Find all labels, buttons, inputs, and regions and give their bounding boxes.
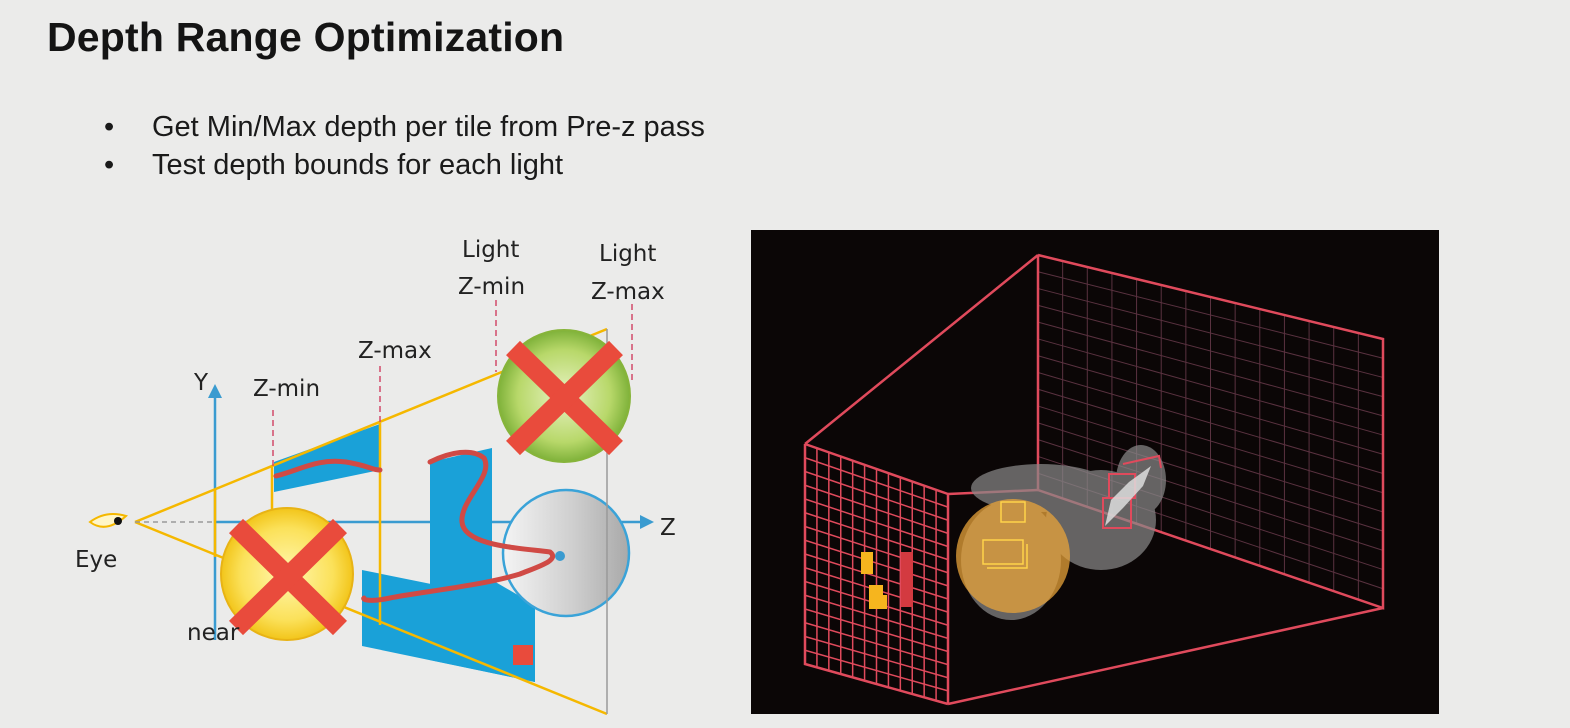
light-zmax-label-line1: Light	[599, 241, 656, 267]
back-grid-hline	[1037, 388, 1384, 494]
front-grid-hline	[804, 553, 949, 600]
light-sphere	[956, 499, 1070, 613]
model-highlight	[1105, 466, 1151, 526]
near-label: near	[187, 620, 240, 646]
back-grid-hline	[1037, 439, 1384, 551]
front-grid-hline	[804, 649, 949, 692]
depth-box-edges	[803, 253, 1385, 706]
depth-regions	[274, 424, 535, 682]
small-red-square	[513, 645, 533, 665]
front-grid-hline	[804, 635, 949, 679]
tile-culling-render	[751, 230, 1439, 714]
bullet-item: • Test depth bounds for each light	[104, 146, 705, 184]
cross-icon	[506, 340, 623, 456]
depth-curve	[273, 449, 555, 603]
light-bounding-boxes	[982, 501, 1028, 569]
front-grid-hline	[804, 512, 949, 561]
front-grid-hline	[804, 457, 949, 508]
front-grid-hline	[804, 622, 949, 666]
slide-title: Depth Range Optimization	[47, 14, 565, 60]
cross-icon	[228, 518, 348, 636]
front-grid-hline	[804, 525, 949, 574]
eye-label: Eye	[75, 547, 117, 573]
back-grid-hline	[1037, 372, 1384, 474]
front-grid-hline	[804, 498, 949, 548]
back-grid-hline	[1037, 422, 1384, 532]
z-axis-label: Z	[660, 515, 676, 541]
front-tile-grid	[804, 448, 949, 701]
bullet-dot-icon: •	[104, 111, 115, 143]
bullet-text: Test depth bounds for each light	[152, 149, 564, 181]
frustum	[134, 327, 608, 716]
frustum-lower-line	[134, 520, 608, 716]
front-grid-hline	[804, 594, 949, 640]
front-grid-hline	[804, 470, 949, 521]
bullet-dot-icon: •	[104, 149, 115, 181]
back-grid-hline	[1037, 405, 1384, 513]
eye-icon	[88, 513, 128, 528]
light-zmax-label-line2: Z-max	[591, 279, 665, 305]
front-grid-hline	[804, 608, 949, 653]
depth-guides	[272, 300, 633, 466]
bullet-list: • Get Min/Max depth per tile from Pre-z …	[104, 108, 705, 184]
lower-back-slab	[430, 580, 535, 682]
valid-light-center	[555, 551, 565, 561]
front-grid-hline	[804, 539, 949, 587]
z-axis-arrow-icon	[640, 515, 654, 529]
zmin-label: Z-min	[253, 376, 320, 402]
bullet-item: • Get Min/Max depth per tile from Pre-z …	[104, 108, 705, 146]
zmax-label: Z-max	[358, 338, 432, 364]
front-grid-hline	[804, 484, 949, 535]
highlighted-tiles	[861, 552, 913, 609]
bullet-text: Get Min/Max depth per tile from Pre-z pa…	[152, 111, 705, 143]
light-zmin-label-line1: Light	[462, 237, 519, 263]
valid-light-sphere	[501, 488, 631, 618]
y-axis-arrow-icon	[208, 384, 222, 398]
depth-frustum-diagram: Light Z-min Light Z-max Z-max Z-min Y Z …	[75, 237, 676, 716]
upper-depth-slab	[274, 424, 380, 492]
light-zmin-label-line2: Z-min	[458, 274, 525, 300]
y-axis-label: Y	[193, 370, 209, 396]
